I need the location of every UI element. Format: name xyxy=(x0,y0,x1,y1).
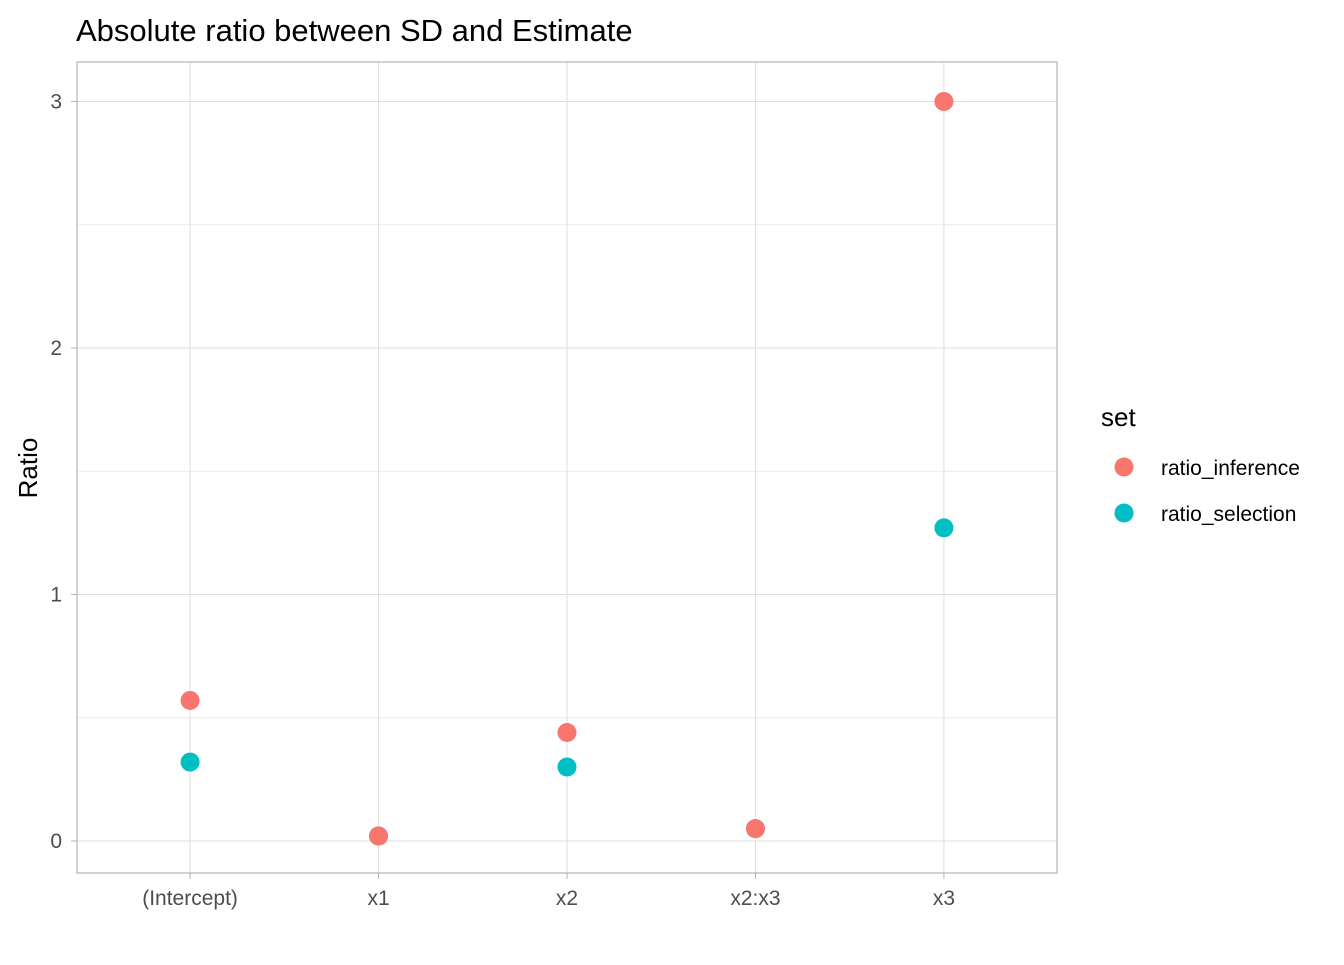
x-tick-label: x2:x3 xyxy=(730,887,780,910)
legend: set ratio_inference ratio_selection xyxy=(1101,402,1300,526)
data-point-ratio-inference xyxy=(745,819,765,839)
legend-key xyxy=(1114,503,1134,523)
x-tick-label: (Intercept) xyxy=(142,887,238,910)
y-tick-label: 0 xyxy=(50,830,62,853)
y-tick-label: 1 xyxy=(50,583,62,606)
legend-item-label: ratio_selection xyxy=(1161,503,1296,526)
data-point-ratio-inference xyxy=(934,91,954,111)
data-point-ratio-selection xyxy=(934,518,954,538)
data-points xyxy=(180,91,954,846)
y-tick-label: 3 xyxy=(50,90,62,113)
x-tick-label: x2 xyxy=(556,887,578,910)
y-axis-label: Ratio xyxy=(13,438,43,499)
data-point-ratio-inference xyxy=(369,826,389,846)
x-tick-label: x1 xyxy=(367,887,389,910)
data-point-ratio-selection xyxy=(557,757,577,777)
x-tick-label: x3 xyxy=(933,887,955,910)
data-point-ratio-inference xyxy=(180,690,200,710)
data-point-ratio-inference xyxy=(557,722,577,742)
legend-item-label: ratio_inference xyxy=(1161,457,1300,480)
y-tick-label: 2 xyxy=(50,337,62,360)
axes: 0 1 2 3 (Intercept) x1 x2 x2:x3 x3 xyxy=(50,61,1058,910)
legend-key xyxy=(1114,457,1134,477)
chart-title: Absolute ratio between SD and Estimate xyxy=(76,13,633,48)
legend-title: set xyxy=(1101,402,1136,432)
data-point-ratio-selection xyxy=(180,752,200,772)
